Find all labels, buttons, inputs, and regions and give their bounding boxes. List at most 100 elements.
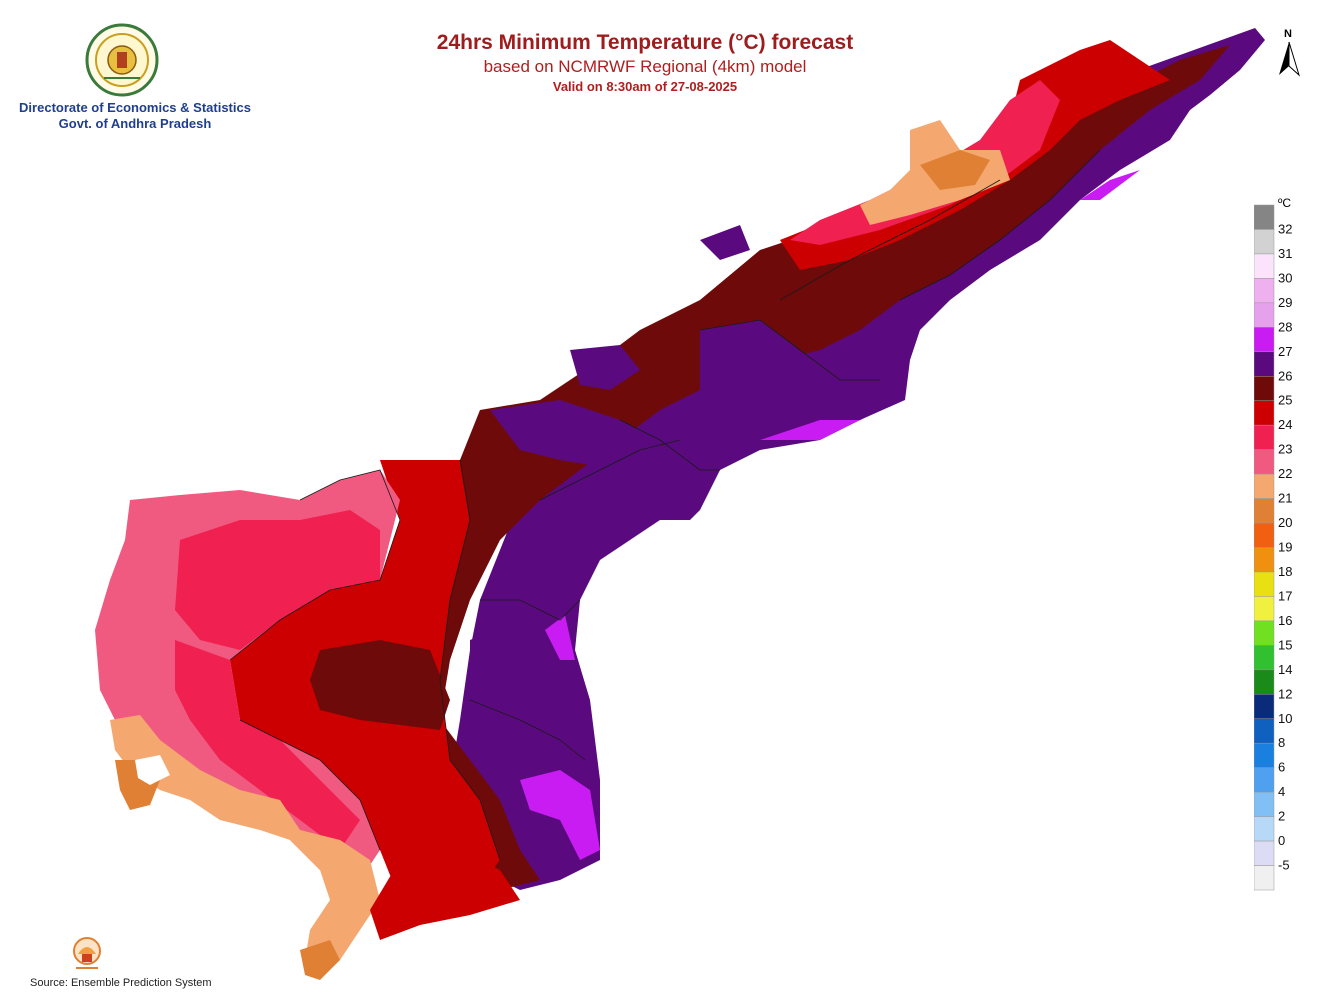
north-arrow-icon bbox=[1279, 41, 1300, 77]
legend-label: 27 bbox=[1278, 344, 1292, 359]
legend-label: 18 bbox=[1278, 564, 1292, 579]
map-region-27-28 bbox=[520, 770, 600, 860]
legend-label: 25 bbox=[1278, 393, 1292, 408]
legend-swatch bbox=[1254, 449, 1275, 475]
legend-label: 2 bbox=[1278, 809, 1285, 824]
district-boundary bbox=[480, 599, 581, 621]
legend-swatch bbox=[1254, 351, 1275, 377]
organization-line2: Govt. of Andhra Pradesh bbox=[58, 116, 212, 131]
legend-label: 8 bbox=[1278, 735, 1285, 750]
legend-swatch bbox=[1254, 645, 1275, 671]
organization-line1: Directorate of Economics & Statistics bbox=[19, 100, 251, 115]
legend-label: 21 bbox=[1278, 491, 1292, 506]
map-region-26-27d bbox=[700, 320, 900, 440]
legend-swatch bbox=[1254, 547, 1275, 573]
map-region-20-21-sw-b bbox=[300, 940, 340, 980]
map-region-25-26-center bbox=[310, 640, 450, 730]
map-region-26-27a bbox=[490, 400, 660, 470]
legend-swatch bbox=[1254, 865, 1275, 891]
district-boundary bbox=[299, 469, 401, 581]
page-title: 24hrs Minimum Temperature (°C) forecast bbox=[436, 31, 854, 54]
legend-swatch bbox=[1254, 694, 1275, 719]
legend-swatch bbox=[1254, 816, 1275, 842]
map-region-20-21-north bbox=[920, 150, 990, 190]
map-region-26-27b bbox=[570, 345, 640, 390]
district-boundary bbox=[239, 719, 381, 851]
legend-label: 20 bbox=[1278, 515, 1292, 530]
legend-swatch bbox=[1254, 327, 1275, 353]
legend-label: 17 bbox=[1278, 588, 1292, 603]
legend-swatch bbox=[1254, 498, 1275, 524]
legend-label: 14 bbox=[1278, 662, 1292, 677]
legend-swatch bbox=[1254, 620, 1275, 646]
map-region-23-north bbox=[790, 80, 1060, 245]
legend-label: 31 bbox=[1278, 246, 1292, 261]
map-gap bbox=[135, 755, 170, 785]
legend-unit: ºC bbox=[1278, 197, 1291, 210]
legend-label: 26 bbox=[1278, 368, 1292, 383]
legend-label: 24 bbox=[1278, 417, 1292, 432]
valid-date: Valid on 8:30am of 27-08-2025 bbox=[552, 79, 738, 94]
legend-swatch bbox=[1254, 473, 1275, 499]
legend-swatch bbox=[1254, 424, 1275, 450]
map-region-27-28d bbox=[760, 420, 860, 440]
map-region-24-25-south bbox=[370, 850, 520, 940]
header: 24hrs Minimum Temperature (°C) forecast … bbox=[330, 30, 960, 96]
district-boundary bbox=[539, 439, 681, 501]
legend-label: 30 bbox=[1278, 270, 1292, 285]
legend-swatch bbox=[1254, 204, 1275, 230]
legend-swatch bbox=[1254, 400, 1275, 426]
legend-swatch bbox=[1254, 791, 1275, 817]
legend-label: 0 bbox=[1278, 833, 1285, 848]
district-boundary bbox=[699, 319, 880, 381]
organization-name: Directorate of Economics & Statistics Go… bbox=[10, 100, 260, 132]
legend-label: 29 bbox=[1278, 295, 1292, 310]
legend-label: 28 bbox=[1278, 319, 1292, 334]
legend-swatch bbox=[1254, 229, 1275, 255]
district-boundary bbox=[899, 149, 1101, 301]
legend-swatch bbox=[1254, 571, 1275, 597]
legend-label: 6 bbox=[1278, 760, 1285, 775]
temperature-legend: ºC32313029282726252423222120191817161514… bbox=[1254, 197, 1292, 891]
andhra-pradesh-seal-icon bbox=[85, 23, 159, 97]
map-region-21-22-sw bbox=[110, 715, 380, 975]
legend-swatch bbox=[1254, 669, 1275, 695]
legend-label: 23 bbox=[1278, 442, 1292, 457]
legend-swatch bbox=[1254, 596, 1275, 622]
legend-swatch bbox=[1254, 718, 1275, 744]
district-boundary bbox=[619, 419, 720, 471]
legend-label: 10 bbox=[1278, 711, 1292, 726]
legend-swatch bbox=[1254, 253, 1275, 279]
map-region-23-west-b bbox=[175, 640, 360, 850]
legend-label: 19 bbox=[1278, 540, 1292, 555]
legend-label: 22 bbox=[1278, 466, 1292, 481]
legend-label: -5 bbox=[1278, 858, 1290, 873]
legend-swatch bbox=[1254, 767, 1275, 793]
legend-label: 15 bbox=[1278, 637, 1292, 652]
map-region-27-28c bbox=[1080, 170, 1140, 200]
legend-swatch bbox=[1254, 840, 1275, 866]
legend-swatch bbox=[1254, 376, 1275, 401]
map-region-27-28b bbox=[545, 615, 575, 660]
district-boundary bbox=[229, 579, 381, 661]
district-boundary bbox=[779, 179, 1001, 301]
district-boundary bbox=[439, 459, 501, 861]
district-boundary bbox=[469, 699, 586, 761]
legend-swatch bbox=[1254, 278, 1275, 304]
map-region-26-27e bbox=[700, 225, 750, 260]
map-region-23-west bbox=[175, 510, 380, 650]
north-label: N bbox=[1284, 28, 1292, 40]
legend-label: 16 bbox=[1278, 613, 1292, 628]
legend-label: 4 bbox=[1278, 784, 1285, 799]
legend-swatch bbox=[1254, 742, 1275, 768]
page-subtitle: based on NCMRWF Regional (4km) model bbox=[483, 57, 807, 76]
legend-label: 12 bbox=[1278, 686, 1292, 701]
source-footer: Source: Ensemble Prediction System bbox=[30, 977, 212, 989]
eps-logo-icon bbox=[73, 937, 101, 969]
legend-swatch bbox=[1254, 522, 1275, 548]
map-region-25-26 bbox=[320, 45, 1230, 890]
legend-label: 32 bbox=[1278, 221, 1292, 236]
map-region-26-27c bbox=[470, 620, 585, 800]
legend-swatch bbox=[1254, 302, 1275, 328]
